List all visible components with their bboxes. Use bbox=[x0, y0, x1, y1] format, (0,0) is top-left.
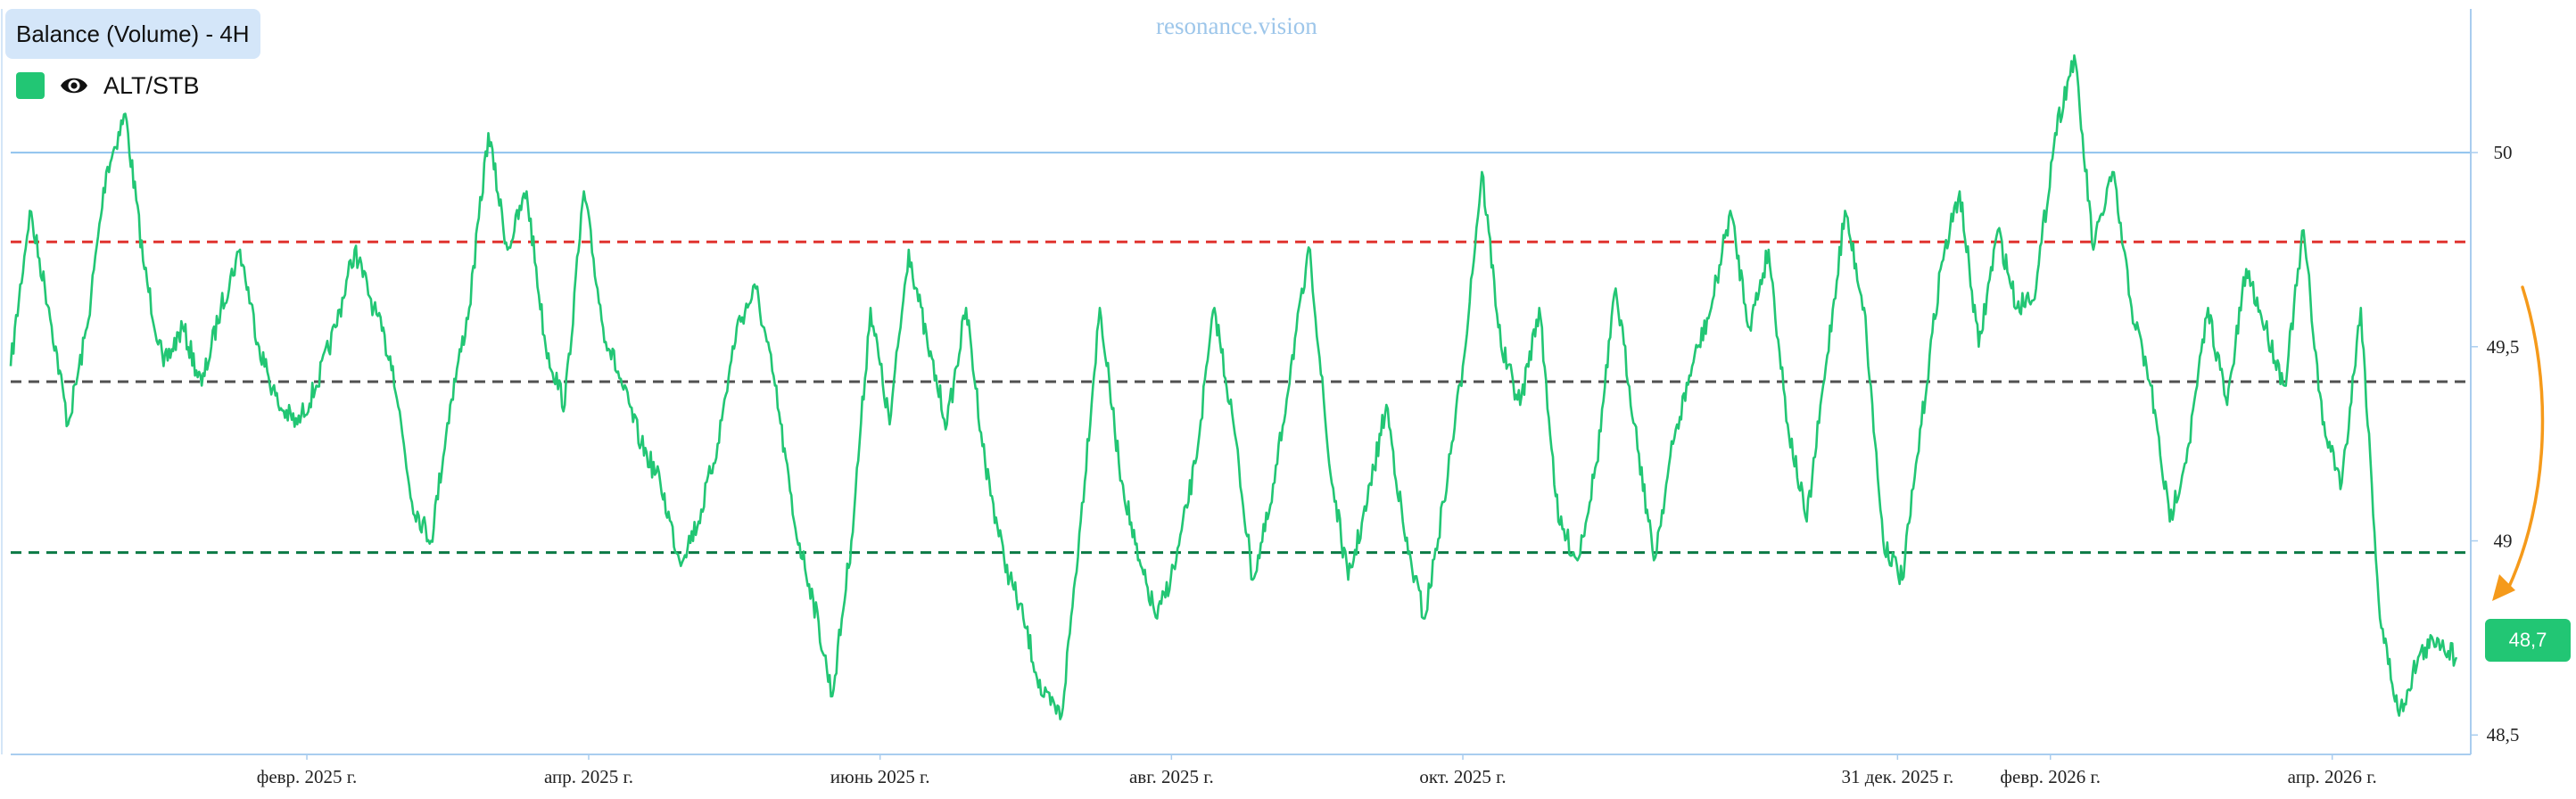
legend-swatch[interactable] bbox=[16, 72, 45, 99]
axes bbox=[1, 9, 2472, 755]
x-tick-label: 31 дек. 2025 г. bbox=[1842, 766, 1954, 787]
x-tick-label: февр. 2025 г. bbox=[257, 766, 358, 787]
trend-arrow-head bbox=[2492, 574, 2515, 601]
tick-labels: февр. 2025 г. апр. 2025 г. июнь 2025 г. авг… bbox=[257, 142, 2520, 787]
series-line-alt-stb bbox=[9, 54, 2458, 721]
x-tick-label: апр. 2026 г. bbox=[2288, 766, 2377, 787]
legend: ALT/STB bbox=[16, 70, 200, 102]
series-layer bbox=[9, 54, 2458, 721]
y-tick-label: 49 bbox=[2494, 531, 2513, 552]
current-value-tag: 48,7 bbox=[2485, 619, 2571, 662]
x-tick-label: февр. 2026 г. bbox=[2000, 766, 2101, 787]
trend-arrow bbox=[2492, 285, 2545, 601]
reference-lines bbox=[11, 152, 2471, 555]
chart-title: Balance (Volume) - 4H bbox=[5, 9, 260, 59]
y-tick-label: 50 bbox=[2494, 142, 2513, 163]
trend-arrow-curve bbox=[2506, 285, 2545, 590]
watermark: resonance.vision bbox=[1156, 12, 1317, 39]
x-tick-label: апр. 2025 г. bbox=[544, 766, 633, 787]
legend-label[interactable]: ALT/STB bbox=[103, 71, 200, 99]
x-tick-label: июнь 2025 г. bbox=[830, 766, 930, 787]
eye-icon[interactable] bbox=[59, 72, 89, 99]
y-tick-label: 48,5 bbox=[2487, 724, 2520, 745]
x-tick-label: окт. 2025 г. bbox=[1419, 766, 1506, 787]
x-tick-label: авг. 2025 г. bbox=[1129, 766, 1214, 787]
y-tick-label: 49,5 bbox=[2487, 336, 2520, 358]
